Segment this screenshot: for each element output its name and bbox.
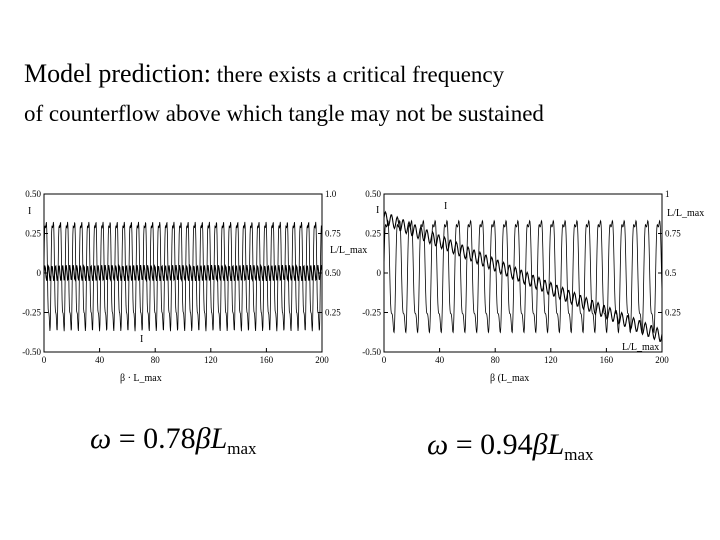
left-tick-label-1: -0.25 (362, 308, 381, 318)
x-tick-label-1: 160 (600, 355, 614, 365)
x-tick-label-0: 40 (95, 355, 105, 365)
title-line-2: of counterflow above which tangle may no… (24, 101, 544, 126)
right-plot-ylabel: I (376, 205, 379, 216)
left-tick-label-1: -0.50 (362, 347, 381, 357)
left-plot: 0.50 0.25 0 -0.25 -0.50 1.0 0.75 0.50 0.25 0 40 80 1… (22, 189, 367, 384)
x-tick-label-0: 120 (204, 355, 218, 365)
series-L-0 (43, 263, 323, 283)
left-plot-annot-I: I (140, 334, 143, 345)
right-tick-label-1: 0.5 (665, 268, 677, 278)
eq-left-L: L (210, 422, 228, 455)
right-plot-annot-L: L/L_max (622, 342, 659, 353)
x-tick-label-1: 80 (491, 355, 501, 365)
x-tick-label-0: 0 (42, 355, 47, 365)
left-plot-right-label: L/L_max (330, 245, 367, 256)
eq-left-sub: max (227, 439, 257, 458)
x-tick-label-0: 200 (315, 355, 329, 365)
eq-left-beta: β (195, 422, 211, 455)
title-line-1: Model prediction: there exists a critica… (24, 56, 704, 96)
title-lead: Model prediction: (24, 59, 212, 88)
eq-right-beta: β (532, 428, 548, 461)
series-I-0 (43, 221, 323, 332)
x-tick-label-0: 160 (260, 355, 274, 365)
eq-right-value: = 0.94 (448, 428, 533, 461)
left-tick-label-0: -0.50 (22, 347, 41, 357)
x-tick-label-1: 40 (435, 355, 445, 365)
eq-right-omega: ω (427, 428, 449, 461)
slide-title: Model prediction: there exists a critica… (24, 56, 704, 132)
left-plot-xlabel: β · L_max (120, 373, 162, 384)
equation-left: ω = 0.78βLmax (90, 422, 257, 459)
right-tick-label-1: 0.25 (665, 308, 681, 318)
equation-right: ω = 0.94βLmax (427, 428, 594, 465)
left-tick-label-0: 0 (37, 268, 42, 278)
left-plot-series (43, 221, 323, 332)
left-plot-ylabel: I (28, 206, 31, 217)
right-plot-ticks: 0.50 0.25 0 -0.25 -0.50 1 0.75 0.5 0.25 0 40 80 120 1… (362, 189, 681, 365)
left-tick-label-1: 0.50 (365, 189, 381, 199)
right-plot-xlabel: β (L_max (490, 373, 529, 384)
right-tick-label-0: 0.50 (325, 268, 341, 278)
right-tick-label-0: 0.25 (325, 308, 341, 318)
right-plot-annot-I: I (444, 201, 447, 212)
x-tick-label-1: 120 (544, 355, 558, 365)
x-tick-label-0: 80 (151, 355, 161, 365)
left-tick-label-0: -0.25 (22, 308, 41, 318)
left-tick-label-1: 0.25 (365, 229, 381, 239)
eq-left-value: = 0.78 (111, 422, 196, 455)
right-tick-label-0: 0.75 (325, 229, 341, 239)
x-tick-label-1: 0 (382, 355, 387, 365)
right-tick-label-1: 1 (665, 189, 670, 199)
eq-right-sub: max (564, 445, 594, 464)
left-tick-label-0: 0.50 (25, 189, 41, 199)
right-tick-label-0: 1.0 (325, 189, 337, 199)
right-tick-label-1: 0.75 (665, 229, 681, 239)
x-tick-label-1: 200 (655, 355, 669, 365)
left-tick-label-1: 0 (377, 268, 382, 278)
title-rest: there exists a critical frequency (211, 62, 505, 87)
eq-left-omega: ω (90, 422, 112, 455)
right-plot-right-label: L/L_max (667, 208, 704, 219)
left-tick-label-0: 0.25 (25, 229, 41, 239)
eq-right-L: L (547, 428, 565, 461)
series-L-1 (383, 210, 663, 343)
left-plot-ticks: 0.50 0.25 0 -0.25 -0.50 1.0 0.75 0.50 0.25 0 40 80 1… (22, 189, 341, 365)
right-plot-series (383, 210, 663, 343)
right-plot: 0.50 0.25 0 -0.25 -0.50 1 0.75 0.5 0.25 0 40 80 120 1… (362, 189, 704, 384)
